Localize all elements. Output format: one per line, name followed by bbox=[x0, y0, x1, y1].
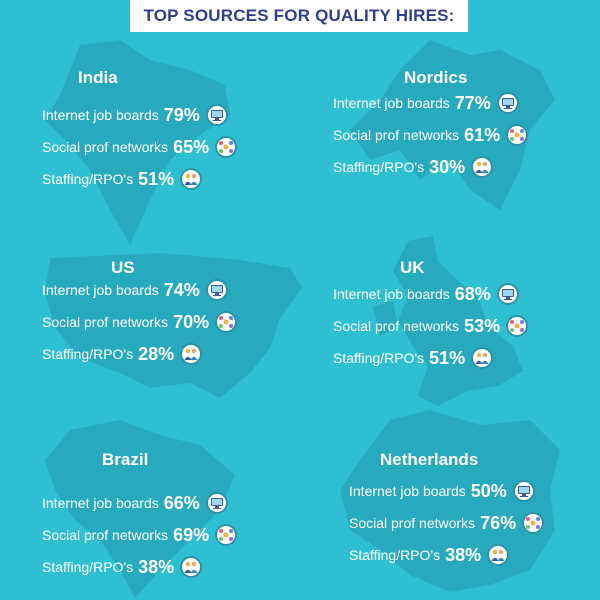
source-percentage: 79% bbox=[163, 104, 200, 125]
netherlands-map-silhouette bbox=[340, 410, 560, 592]
source-label: Staffing/RPO's bbox=[42, 559, 134, 575]
source-label: Internet job boards bbox=[42, 282, 159, 298]
source-percentage: 68% bbox=[454, 283, 491, 304]
source-percentage: 51% bbox=[138, 168, 175, 189]
source-row: Internet job boards 74% bbox=[42, 279, 228, 301]
source-percentage: 65% bbox=[173, 136, 210, 157]
source-row: Social prof networks 53% bbox=[333, 315, 529, 337]
source-row: Staffing/RPO's 51% bbox=[333, 347, 494, 369]
brazil-map-silhouette bbox=[45, 420, 235, 598]
region-name: Netherlands bbox=[380, 450, 479, 469]
source-row: Staffing/RPO's 51% bbox=[42, 168, 203, 190]
nordics-map-silhouette bbox=[350, 40, 555, 210]
people-icon bbox=[180, 556, 203, 578]
source-row: Social prof networks 65% bbox=[42, 136, 238, 158]
source-percentage: 30% bbox=[429, 156, 466, 177]
region-name: Brazil bbox=[102, 450, 149, 469]
monitor-icon bbox=[512, 480, 535, 502]
source-percentage: 50% bbox=[470, 480, 507, 501]
people-icon bbox=[180, 168, 203, 190]
source-row: Internet job boards 77% bbox=[333, 92, 519, 114]
source-row: Social prof networks 76% bbox=[349, 512, 545, 534]
source-percentage: 51% bbox=[429, 347, 466, 368]
region-name: Nordics bbox=[404, 68, 468, 87]
source-percentage: 28% bbox=[138, 343, 175, 364]
source-label: Internet job boards bbox=[333, 286, 450, 302]
people-icon bbox=[487, 544, 510, 566]
social-network-icon bbox=[522, 512, 545, 534]
source-percentage: 61% bbox=[464, 124, 501, 145]
source-row: Social prof networks 61% bbox=[333, 124, 529, 146]
monitor-icon bbox=[205, 279, 228, 301]
people-icon bbox=[471, 347, 494, 369]
source-row: Staffing/RPO's 28% bbox=[42, 343, 203, 365]
source-percentage: 38% bbox=[138, 556, 175, 577]
monitor-icon bbox=[205, 492, 228, 514]
source-percentage: 38% bbox=[445, 544, 482, 565]
us-map-silhouette bbox=[45, 253, 302, 398]
social-network-icon bbox=[215, 311, 238, 333]
people-icon bbox=[180, 343, 203, 365]
source-row: Internet job boards 68% bbox=[333, 283, 519, 305]
source-label: Social prof networks bbox=[42, 139, 169, 155]
page-title: TOP SOURCES FOR QUALITY HIRES: bbox=[130, 0, 468, 32]
source-row: Internet job boards 66% bbox=[42, 492, 228, 514]
source-label: Internet job boards bbox=[42, 107, 159, 123]
source-label: Internet job boards bbox=[349, 483, 466, 499]
source-label: Staffing/RPO's bbox=[42, 346, 134, 362]
source-percentage: 70% bbox=[173, 311, 210, 332]
people-icon bbox=[471, 156, 494, 178]
social-network-icon bbox=[506, 315, 529, 337]
monitor-icon bbox=[496, 92, 519, 114]
social-network-icon bbox=[215, 524, 238, 546]
social-network-icon bbox=[215, 136, 238, 158]
source-label: Social prof networks bbox=[333, 127, 460, 143]
source-row: Staffing/RPO's 38% bbox=[42, 556, 203, 578]
source-row: Staffing/RPO's 30% bbox=[333, 156, 494, 178]
source-percentage: 69% bbox=[173, 524, 210, 545]
source-row: Internet job boards 50% bbox=[349, 480, 535, 502]
social-network-icon bbox=[506, 124, 529, 146]
source-percentage: 53% bbox=[464, 315, 501, 336]
source-label: Staffing/RPO's bbox=[42, 171, 134, 187]
source-percentage: 76% bbox=[480, 512, 517, 533]
source-row: Internet job boards 79% bbox=[42, 104, 228, 126]
source-label: Social prof networks bbox=[349, 515, 476, 531]
source-percentage: 77% bbox=[454, 92, 491, 113]
source-label: Social prof networks bbox=[333, 318, 460, 334]
source-label: Social prof networks bbox=[42, 527, 169, 543]
source-label: Staffing/RPO's bbox=[333, 159, 425, 175]
monitor-icon bbox=[205, 104, 228, 126]
source-row: Staffing/RPO's 38% bbox=[349, 544, 510, 566]
source-label: Internet job boards bbox=[42, 495, 159, 511]
monitor-icon bbox=[496, 283, 519, 305]
india-map-silhouette bbox=[45, 40, 230, 245]
region-name: UK bbox=[400, 258, 425, 277]
source-row: Social prof networks 69% bbox=[42, 524, 238, 546]
region-name: India bbox=[78, 68, 118, 87]
source-row: Social prof networks 70% bbox=[42, 311, 238, 333]
source-percentage: 74% bbox=[163, 279, 200, 300]
source-label: Staffing/RPO's bbox=[349, 547, 441, 563]
source-label: Staffing/RPO's bbox=[333, 350, 425, 366]
source-label: Internet job boards bbox=[333, 95, 450, 111]
source-percentage: 66% bbox=[163, 492, 200, 513]
region-name: US bbox=[111, 258, 135, 277]
source-label: Social prof networks bbox=[42, 314, 169, 330]
